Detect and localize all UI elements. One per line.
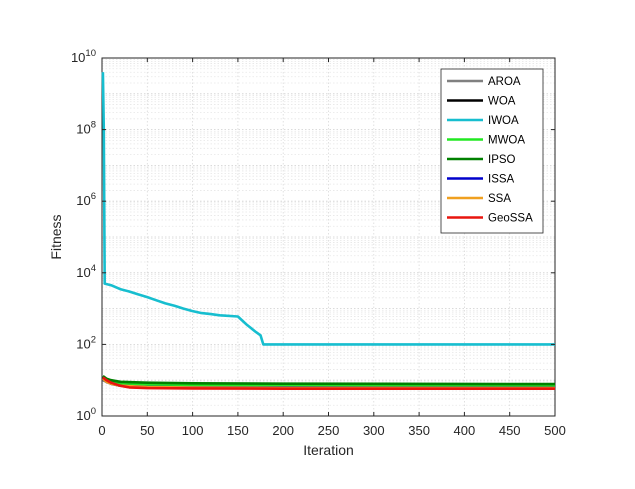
y-tick-label: 104 (76, 263, 96, 280)
y-tick-label: 100 (76, 406, 96, 423)
legend-label-geossa: GeoSSA (488, 213, 533, 225)
x-tick-label: 100 (182, 423, 204, 438)
x-tick-label: 450 (499, 423, 521, 438)
x-axis-label: Iteration (303, 442, 354, 458)
legend: AROA WOA IWOA MWOA IPSO ISSA SSA GeoSSA (440, 68, 544, 234)
y-axis-label: Fitness (48, 214, 64, 259)
x-tick-label: 250 (318, 423, 340, 438)
x-tick-label: 400 (454, 423, 476, 438)
legend-box (440, 68, 544, 234)
legend-label-aroa: AROA (488, 76, 521, 88)
legend-label-ipso: IPSO (488, 154, 516, 166)
x-tick-label: 150 (227, 423, 249, 438)
legend-label-woa: WOA (488, 96, 516, 108)
y-tick-label: 106 (76, 191, 96, 208)
series-line-iwoa (101, 72, 555, 346)
legend-label-iwoa: IWOA (488, 115, 519, 127)
legend-label-issa: ISSA (488, 174, 515, 186)
x-tick-label: 50 (140, 423, 154, 438)
series-layer (101, 72, 556, 390)
y-tick-label: 108 (76, 120, 96, 137)
series-line-ipso (102, 375, 556, 386)
x-tick-label: 500 (544, 423, 566, 438)
y-tick-label: 102 (76, 334, 96, 351)
x-tick-label: 200 (272, 423, 294, 438)
x-tick-label: 0 (98, 423, 105, 438)
y-tick-label: 1010 (71, 48, 96, 65)
legend-label-mwoa: MWOA (488, 135, 525, 147)
series-line-geossa (102, 376, 555, 390)
axis-ticks: 0 50 100 150 200 250 300 350 400 450 500 100 102 104 1… (71, 48, 566, 438)
x-tick-label: 300 (363, 423, 385, 438)
x-tick-label: 350 (408, 423, 430, 438)
legend-label-ssa: SSA (488, 193, 511, 205)
